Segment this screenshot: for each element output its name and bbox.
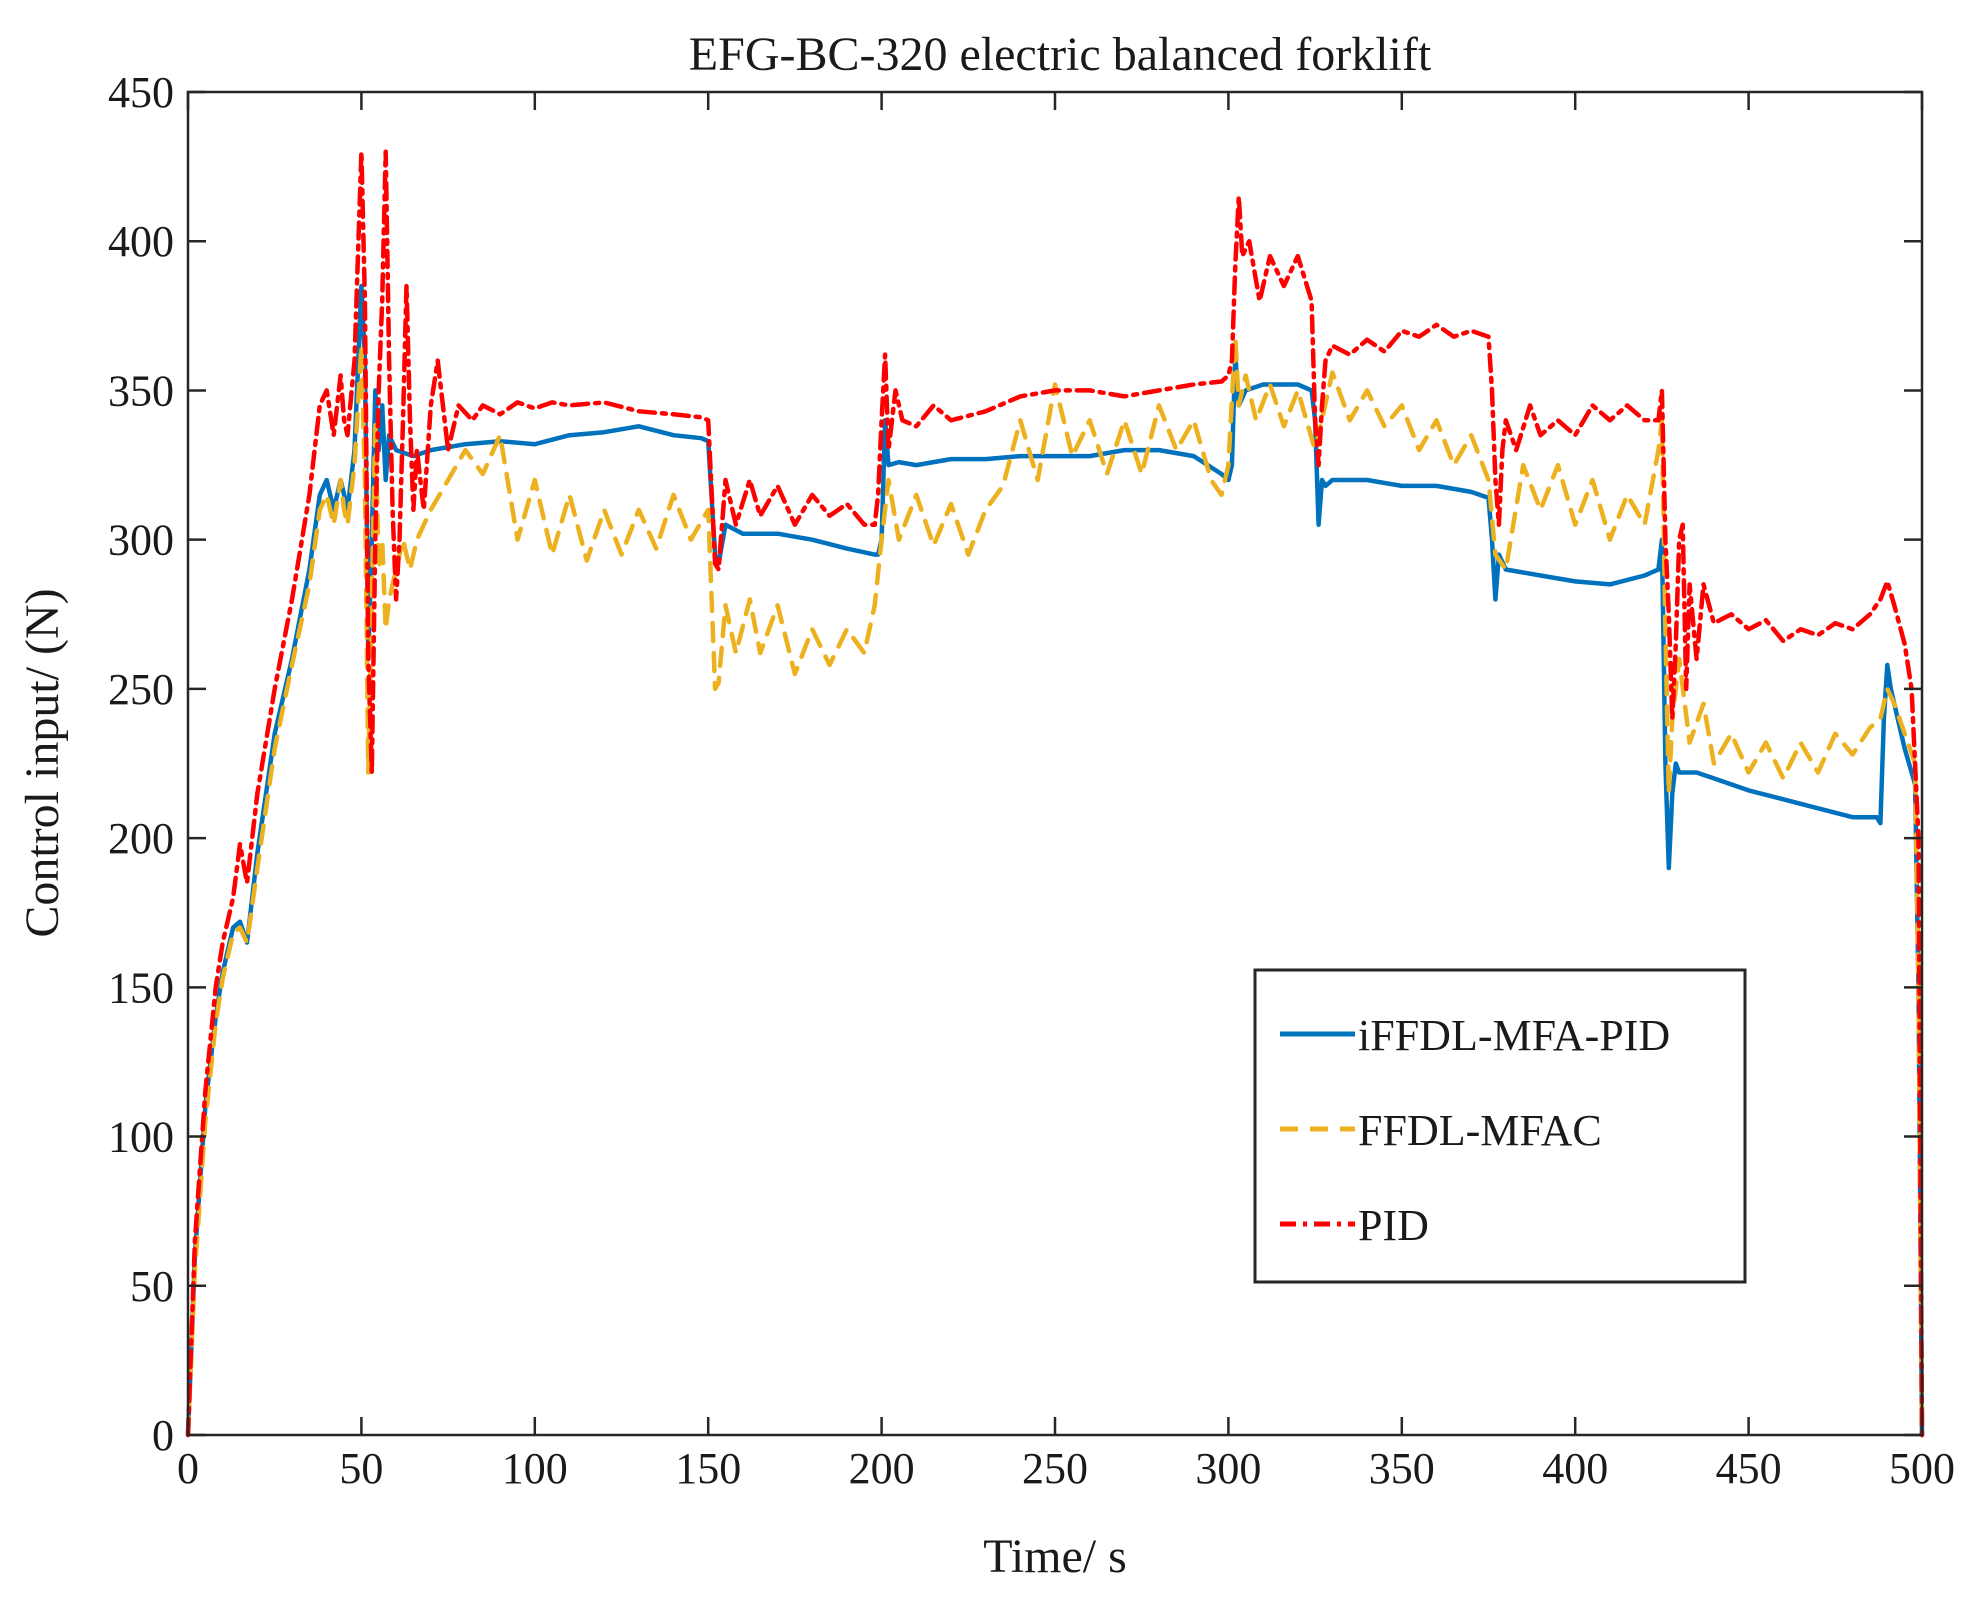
- y-tick-label: 100: [108, 1113, 174, 1162]
- series-line-ffdl-mfac: [185, 334, 1925, 1438]
- x-tick-label: 500: [1889, 1444, 1955, 1493]
- legend-box: [1253, 968, 1747, 1284]
- x-tick-label: 200: [849, 1444, 915, 1493]
- y-tick-label: 400: [108, 217, 174, 266]
- plot-area: [185, 149, 1925, 1438]
- x-tick-label: 150: [675, 1444, 741, 1493]
- x-axis-label: Time/ s: [983, 1530, 1127, 1583]
- legend-label-iffdl-mfa-pid: iFFDL-MFA-PID: [1358, 1011, 1670, 1060]
- x-tick-label: 0: [177, 1444, 199, 1493]
- x-tick-label: 100: [502, 1444, 568, 1493]
- x-tick-label: 250: [1022, 1444, 1088, 1493]
- x-tick-label: 50: [339, 1444, 383, 1493]
- x-tick-label: 400: [1542, 1444, 1608, 1493]
- y-axis-label: Control input/ (N): [16, 588, 69, 937]
- chart-title: EFG-BC-320 electric balanced forklift: [689, 28, 1432, 81]
- ticks-layer: 0 50 100 150 200 250 300 350 400 450 500 0 50 100 150 2…: [108, 68, 1955, 1493]
- y-tick-label: 150: [108, 963, 174, 1012]
- x-tick-label: 300: [1195, 1444, 1261, 1493]
- y-tick-label: 450: [108, 68, 174, 117]
- y-tick-label: 250: [108, 665, 174, 714]
- legend-label-pid: PID: [1358, 1201, 1429, 1250]
- y-tick-label: 200: [108, 814, 174, 863]
- legend: iFFDL-MFA-PID FFDL-MFAC PID: [1253, 968, 1747, 1284]
- x-tick-label: 350: [1369, 1444, 1435, 1493]
- y-tick-label: 0: [152, 1411, 174, 1460]
- y-tick-label: 350: [108, 366, 174, 415]
- legend-label-ffdl-mfac: FFDL-MFAC: [1358, 1106, 1602, 1155]
- x-tick-label: 450: [1716, 1444, 1782, 1493]
- y-tick-label: 50: [130, 1262, 174, 1311]
- series-line-pid: [185, 149, 1925, 1438]
- y-tick-label: 300: [108, 516, 174, 565]
